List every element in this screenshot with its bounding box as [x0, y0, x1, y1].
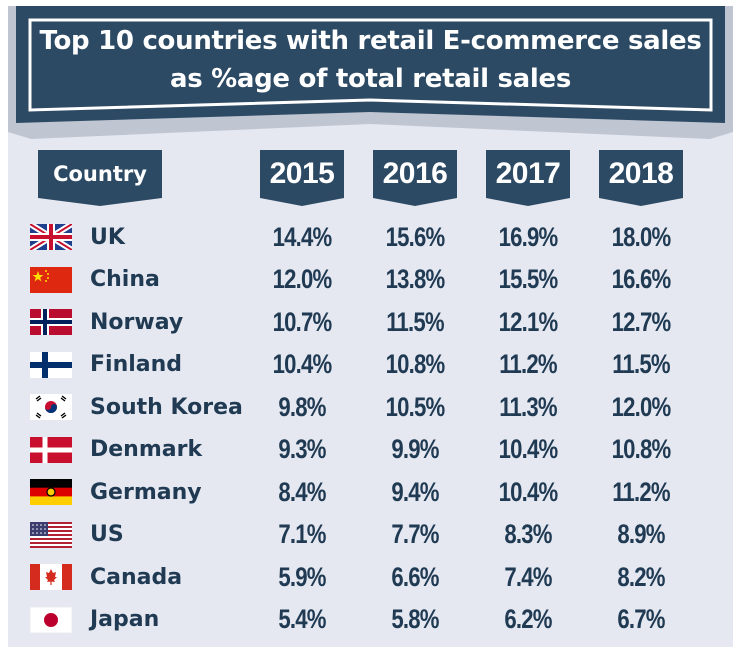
value-cell-2018: 8.2% — [617, 561, 665, 592]
value-cell-2017: 16.9% — [498, 221, 559, 252]
germany-flag-icon — [30, 479, 72, 505]
value-cell-2018: 8.9% — [617, 519, 665, 549]
year-header-tab-2018 — [599, 150, 683, 206]
value-cell-2016: 10.5% — [385, 391, 446, 422]
table-row: UK 14.4% 15.6% 16.9% 18.0% — [8, 216, 733, 258]
value-cell-2015: 5.4% — [278, 604, 326, 634]
value-cell-2015: 10.7% — [272, 306, 333, 337]
value-cell-2018: 12.7% — [611, 306, 672, 337]
table-row: Norway 10.7% 11.5% 12.1% 12.7% — [8, 301, 733, 343]
value-cell-2018: 11.2% — [612, 476, 670, 507]
value-cell-2015: 10.4% — [272, 349, 333, 379]
value-cell-2016: 15.6% — [385, 221, 446, 252]
value-cell-2016: 10.8% — [385, 349, 446, 379]
value-cell-2016: 13.8% — [385, 264, 446, 294]
value-cell-2015: 8.4% — [278, 476, 326, 507]
value-cell-2018: 6.7% — [617, 604, 665, 634]
south-korea-flag-icon — [30, 394, 72, 420]
value-cell-2017: 6.2% — [504, 604, 552, 634]
year-header-tab-2016 — [373, 150, 457, 206]
value-cell-2017: 10.4% — [498, 476, 559, 507]
country-header-tab — [38, 150, 162, 206]
year-column-header: 2016 — [382, 157, 448, 190]
year-column-header: 2017 — [495, 157, 561, 190]
uk-flag-icon — [30, 224, 72, 250]
value-cell-2015: 7.1% — [278, 519, 326, 549]
table-row: South Korea 9.8% 10.5% 11.3% 12.0% — [8, 386, 733, 428]
table-row: China 12.0% 13.8% 15.5% 16.6% — [8, 259, 733, 301]
title-banner — [8, 6, 733, 139]
value-cell-2016: 9.4% — [391, 476, 439, 507]
country-name: Germany — [90, 479, 202, 505]
value-cell-2017: 11.2% — [499, 349, 557, 379]
canada-flag-icon — [30, 564, 72, 590]
denmark-flag-icon — [30, 436, 72, 463]
value-cell-2016: 11.5% — [386, 306, 444, 337]
japan-flag-icon — [30, 606, 72, 633]
us-flag-icon — [30, 521, 72, 548]
value-cell-2017: 15.5% — [498, 264, 559, 294]
norway-flag-icon — [30, 309, 72, 335]
year-header-tab-2017 — [486, 150, 570, 206]
value-cell-2018: 16.6% — [611, 264, 672, 294]
country-name: China — [90, 267, 160, 292]
value-cell-2017: 12.1% — [498, 306, 559, 337]
year-header-tab-2015 — [260, 150, 344, 206]
value-cell-2016: 5.8% — [391, 604, 439, 634]
china-flag-icon — [30, 266, 72, 293]
table-row: Denmark 9.3% 9.9% 10.4% 10.8% — [8, 429, 733, 471]
country-name: Finland — [90, 352, 183, 377]
finland-flag-icon — [30, 351, 72, 378]
table-row: Finland 10.4% 10.8% 11.2% 11.5% — [8, 344, 733, 386]
value-cell-2015: 9.8% — [278, 391, 326, 422]
value-cell-2018: 18.0% — [611, 221, 672, 252]
table-row: US 7.1% 7.7% 8.3% 8.9% — [8, 514, 733, 556]
country-column-header: Country — [53, 162, 147, 186]
country-name: Denmark — [90, 437, 203, 462]
country-name: US — [90, 522, 124, 547]
chart-title: Top 10 countries with retail E-commerce … — [8, 22, 733, 98]
value-cell-2016: 6.6% — [391, 561, 439, 592]
value-cell-2017: 10.4% — [498, 434, 559, 464]
value-cell-2015: 12.0% — [272, 264, 333, 294]
value-cell-2015: 5.9% — [278, 561, 326, 592]
value-cell-2017: 7.4% — [504, 561, 552, 592]
country-name: Japan — [90, 607, 160, 632]
title-line-1: Top 10 countries with retail E-commerce … — [39, 26, 702, 56]
country-name: South Korea — [90, 394, 243, 420]
year-column-header: 2018 — [608, 157, 674, 190]
table-row: Canada 5.9% 6.6% 7.4% 8.2% — [8, 556, 733, 598]
value-cell-2015: 9.3% — [278, 434, 326, 464]
value-cell-2018: 11.5% — [612, 349, 670, 379]
title-line-2: as %age of total retail sales — [169, 64, 572, 94]
value-cell-2018: 12.0% — [611, 391, 672, 422]
value-cell-2017: 11.3% — [499, 391, 557, 422]
value-cell-2015: 14.4% — [272, 221, 333, 252]
country-name: UK — [90, 224, 125, 250]
value-cell-2018: 10.8% — [611, 434, 672, 464]
year-column-header: 2015 — [269, 157, 335, 190]
value-cell-2017: 8.3% — [504, 519, 552, 549]
country-name: Norway — [90, 309, 184, 335]
value-cell-2016: 9.9% — [391, 434, 439, 464]
value-cell-2016: 7.7% — [391, 519, 439, 549]
table-row: Japan 5.4% 5.8% 6.2% 6.7% — [8, 599, 733, 641]
country-name: Canada — [90, 564, 183, 590]
table-row: Germany 8.4% 9.4% 10.4% 11.2% — [8, 471, 733, 513]
